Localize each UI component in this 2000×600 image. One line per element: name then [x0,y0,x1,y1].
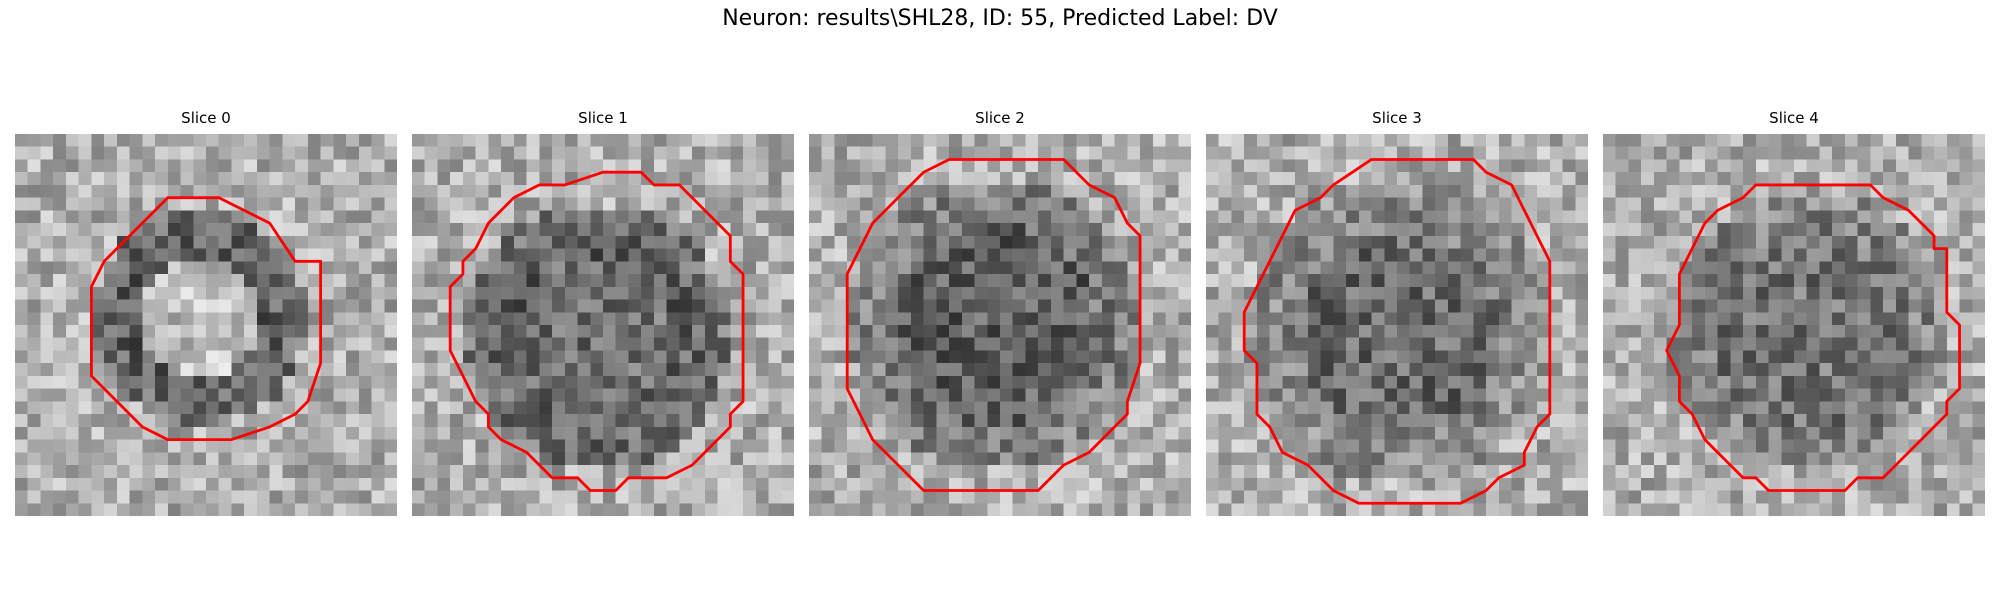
slice-panel-4: Slice 4 [1603,108,1985,516]
neuron-contour [89,196,323,442]
neuron-contour [845,158,1142,492]
figure-title: Neuron: results\SHL28, ID: 55, Predicted… [722,6,1278,31]
slice-title-4: Slice 4 [1769,109,1819,127]
pixel-grid [1206,134,1588,516]
pixel-grid [809,134,1191,516]
slice-image-2 [809,134,1191,516]
slice-panel-1: Slice 1 [412,108,794,516]
slice-title-1: Slice 1 [578,109,628,127]
neuron-contour [448,170,745,492]
slice-image-0 [15,134,397,516]
slice-panel-0: Slice 0 [15,108,397,516]
slice-title-2: Slice 2 [975,109,1025,127]
neuron-contour [1242,158,1552,505]
pixel-grid [1603,134,1985,516]
pixel-grid [412,134,794,516]
neuron-contour [1665,183,1961,492]
pixel-grid [15,134,397,516]
slice-panel-2: Slice 2 [809,108,1191,516]
slice-panel-3: Slice 3 [1206,108,1588,516]
slice-image-1 [412,134,794,516]
slice-image-4 [1603,134,1985,516]
slice-title-0: Slice 0 [181,109,231,127]
slice-image-3 [1206,134,1588,516]
slice-title-3: Slice 3 [1372,109,1422,127]
